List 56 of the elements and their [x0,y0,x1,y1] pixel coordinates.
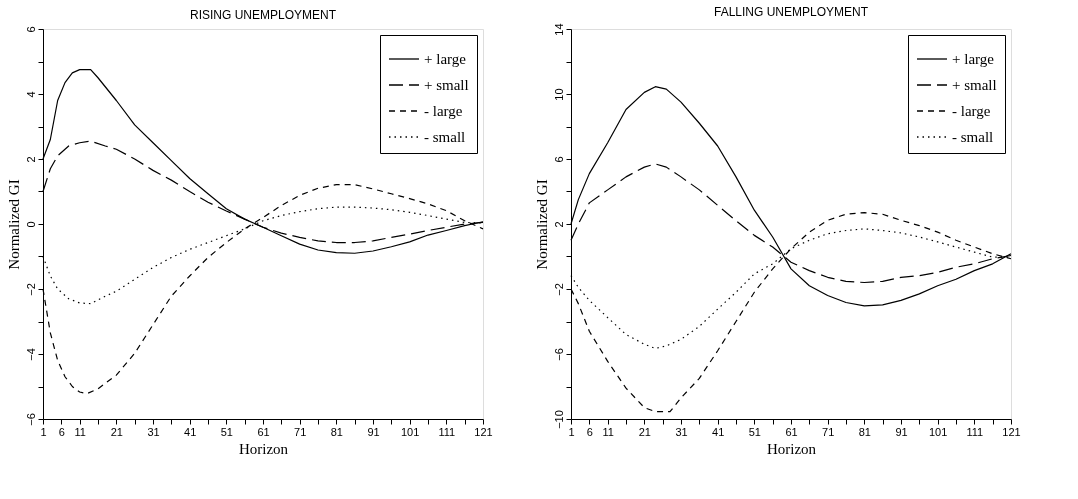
legend-label: - large [424,103,463,119]
x-tick-label: 81 [330,425,343,438]
y-tick-label: −2 [24,283,37,296]
legend-label: - large [952,103,991,119]
x-tick-label: 71 [822,425,835,438]
y-tick-label: −6 [24,413,37,426]
legend-label: + small [424,77,469,93]
legend-label: + small [952,77,997,93]
x-tick-label: 1 [40,425,47,438]
y-tick-label: −6 [552,348,565,361]
x-tick-label: 41 [712,425,725,438]
x-tick-label: 11 [602,425,614,438]
y-tick-label: 6 [552,156,565,163]
x-tick-label: 21 [638,425,651,438]
x-tick-label: 61 [785,425,798,438]
legend-label: + large [952,51,995,67]
y-tick-label: 0 [24,221,37,228]
legend-label: + large [424,51,467,67]
x-tick-label: 91 [367,425,380,438]
x-tick-label: 101 [928,425,948,438]
legend-label: - small [424,129,466,145]
y-tick-label: 10 [552,88,565,101]
y-tick-label: 4 [24,91,37,98]
x-tick-label: 31 [147,425,160,438]
x-tick-label: 111 [438,425,456,438]
x-tick-label: 21 [110,425,123,438]
y-axis-title: Normalized GI [533,179,550,270]
x-tick-label: 71 [294,425,307,438]
x-tick-label: 6 [586,425,593,438]
y-tick-label: −4 [24,348,37,361]
x-axis-title: Horizon [238,440,289,457]
x-tick-label: 111 [966,425,984,438]
y-tick-label: 2 [552,221,565,228]
x-tick-label: 31 [675,425,688,438]
x-tick-label: 6 [58,425,65,438]
y-tick-label: −2 [552,283,565,296]
y-axis-title: Normalized GI [5,179,22,270]
y-tick-label: 6 [24,26,37,33]
x-axis-title: Horizon [766,440,817,457]
x-tick-label: 1 [568,425,575,438]
x-tick-label: 91 [895,425,908,438]
chart-title: RISING UNEMPLOYMENT [189,7,337,22]
x-tick-label: 51 [748,425,761,438]
chart-title: FALLING UNEMPLOYMENT [713,4,869,19]
y-tick-label: −10 [552,410,565,429]
y-tick-label: 14 [552,23,565,36]
y-tick-label: 2 [24,156,37,163]
x-tick-label: 41 [184,425,197,438]
x-tick-label: 121 [1002,425,1021,438]
x-tick-label: 51 [220,425,233,438]
x-tick-label: 61 [257,425,270,438]
legend-label: - small [952,129,994,145]
x-tick-label: 81 [858,425,871,438]
x-tick-label: 11 [74,425,86,438]
x-tick-label: 101 [400,425,420,438]
x-tick-label: 121 [474,425,493,438]
